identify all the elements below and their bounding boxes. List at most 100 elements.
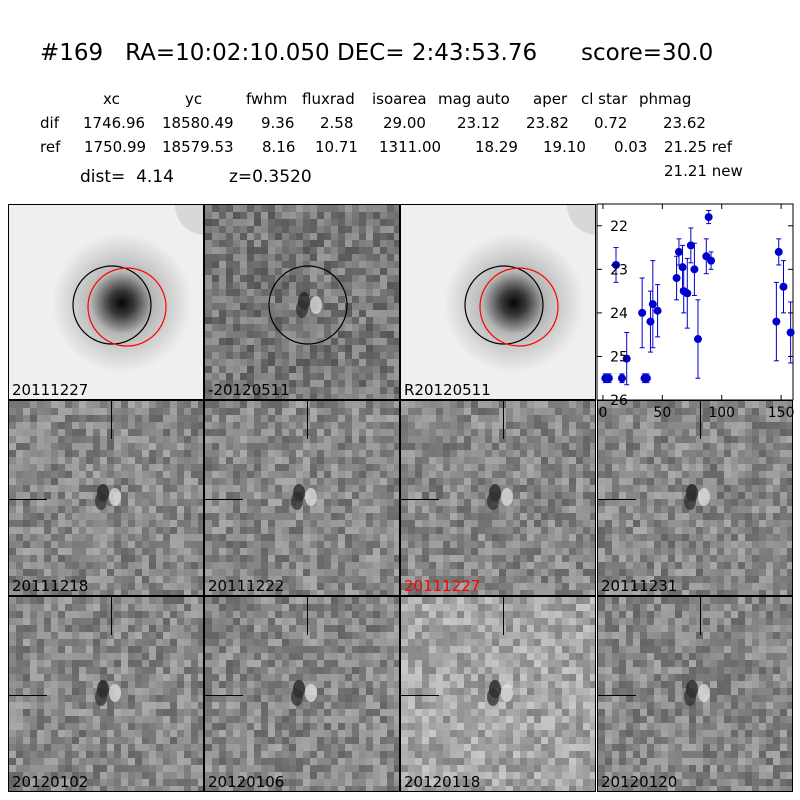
panel-date-label: -20120511 [208, 381, 290, 399]
x-tick-label: 150 [768, 405, 795, 421]
panel-date-label: 20120102 [12, 773, 89, 791]
image-stamp [9, 597, 203, 791]
col-header-cl-star: cl star [581, 90, 628, 108]
dif-phmag: 23.62 [663, 114, 706, 132]
crosshair-horizontal [205, 499, 243, 500]
reference-circle [87, 267, 167, 347]
row-label-dif: dif [40, 114, 59, 132]
image-stamp [9, 401, 203, 595]
data-point [617, 374, 626, 383]
crosshair-vertical [307, 401, 308, 439]
image-panel: 20111231 [597, 400, 793, 596]
dif-xc: 1746.96 [83, 114, 146, 132]
dif-cl-star: 0.72 [594, 114, 628, 132]
page-title: #169 RA=10:02:10.050 DEC= 2:43:53.76 sco… [40, 40, 714, 66]
ref-isoarea: 1311.00 [379, 138, 442, 156]
image-stamp [205, 597, 399, 791]
crosshair-horizontal [205, 695, 243, 696]
image-stamp [401, 597, 595, 791]
ref-fwhm: 8.16 [262, 138, 296, 156]
crosshair-vertical [111, 401, 112, 439]
crosshair-vertical [307, 597, 308, 635]
aperture-circle [464, 265, 544, 345]
dif-mag-auto: 23.12 [457, 114, 500, 132]
redshift-value: z=0.3520 [229, 167, 312, 187]
dif-fwhm: 9.36 [261, 114, 295, 132]
data-point [686, 241, 695, 250]
row-label-ref: ref [40, 138, 61, 156]
data-point [642, 374, 651, 383]
ref-yc: 18579.53 [162, 138, 234, 156]
data-point [693, 335, 702, 344]
aperture-circle [268, 265, 348, 345]
data-point [707, 256, 716, 265]
crosshair-vertical [111, 597, 112, 635]
col-header-fwhm: fwhm [246, 90, 288, 108]
light-curve-chart: 22 23 24 25 26 0 50 100 150 [596, 203, 795, 421]
data-point [672, 274, 681, 283]
data-point [678, 263, 687, 272]
panel-date-label: 20111222 [208, 577, 285, 595]
panel-date-label: 20120120 [601, 773, 678, 791]
dist-value: dist= 4.14 [80, 167, 174, 187]
col-header-isoarea: isoarea [372, 90, 427, 108]
panel-date-label: 20120118 [404, 773, 481, 791]
y-tick-label: 26 [610, 393, 628, 409]
image-panel: 20111218 [8, 400, 204, 596]
crosshair-vertical [700, 597, 701, 635]
data-point [612, 260, 621, 269]
data-point [622, 354, 631, 363]
crosshair-vertical [503, 597, 504, 635]
crosshair-horizontal [598, 499, 636, 500]
data-point [690, 265, 699, 274]
ref-aper: 19.10 [543, 138, 586, 156]
data-point [704, 213, 713, 222]
image-panel: R20120511 [400, 204, 596, 400]
ref-xc: 1750.99 [84, 138, 147, 156]
image-stamp [401, 401, 595, 595]
image-stamp [205, 401, 399, 595]
data-point [648, 300, 657, 309]
reference-circle [479, 267, 559, 347]
crosshair-horizontal [401, 695, 439, 696]
data-point [638, 308, 647, 317]
panel-date-label: 20111227 [404, 577, 481, 595]
panel-date-label: 20120106 [208, 773, 285, 791]
ref-cl-star: 0.03 [614, 138, 648, 156]
dif-isoarea: 29.00 [383, 114, 426, 132]
data-point [774, 247, 783, 256]
y-tick-label: 22 [610, 219, 628, 235]
y-tick-label: 24 [610, 306, 628, 322]
image-stamp [401, 205, 595, 399]
ref-phmag: 21.25 ref [664, 138, 733, 156]
crosshair-horizontal [598, 695, 636, 696]
image-stamp [598, 597, 792, 791]
col-header-aper: aper [533, 90, 568, 108]
image-panel: 20120102 [8, 596, 204, 792]
data-point [683, 289, 692, 298]
col-header-xc: xc [103, 90, 120, 108]
image-stamp [205, 205, 399, 399]
y-tick-label: 23 [610, 262, 628, 278]
x-tick-label: 100 [708, 405, 735, 421]
col-header-mag-auto: mag auto [438, 90, 510, 108]
image-panel: 20111222 [204, 400, 400, 596]
image-stamp [9, 205, 203, 399]
crosshair-horizontal [9, 499, 47, 500]
data-point [786, 328, 795, 337]
new-phmag: 21.21 new [664, 162, 743, 180]
panel-date-label: 20111218 [12, 577, 89, 595]
ref-mag-auto: 18.29 [475, 138, 518, 156]
panel-date-label: 20111227 [12, 381, 89, 399]
dif-aper: 23.82 [526, 114, 569, 132]
image-panel: 20111227 [8, 204, 204, 400]
col-header-yc: yc [185, 90, 203, 108]
col-header-fluxrad: fluxrad [302, 90, 355, 108]
panel-date-label: R20120511 [404, 381, 491, 399]
crosshair-horizontal [9, 695, 47, 696]
data-point [653, 306, 662, 315]
x-tick-label: 0 [598, 405, 607, 421]
crosshair-vertical [503, 401, 504, 439]
image-stamp [598, 401, 792, 595]
data-point [674, 247, 683, 256]
